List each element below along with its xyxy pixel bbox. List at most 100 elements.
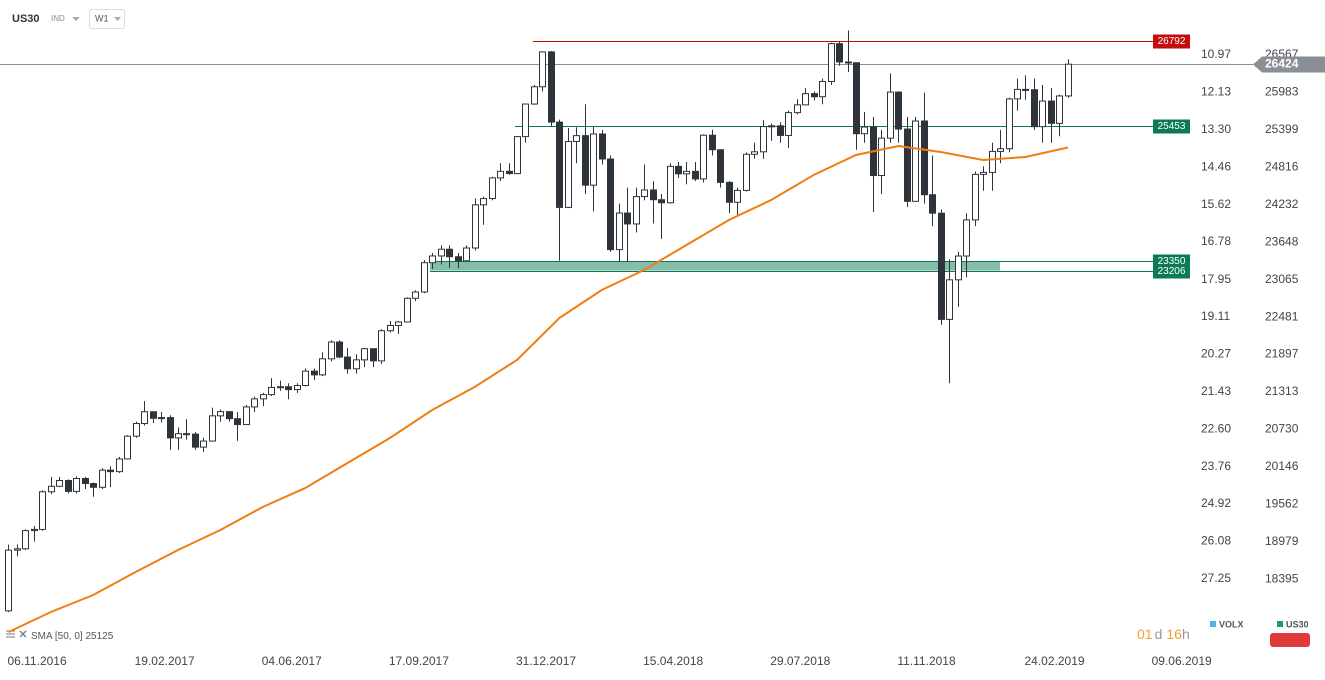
candle-body [887,91,894,139]
candle-body [395,321,402,326]
candle-body [167,417,174,439]
candle-body [404,297,411,323]
candle-body [811,93,818,98]
candle-body [133,423,140,437]
candle-body [217,411,224,417]
candle-body [480,198,487,206]
candle-body [878,137,885,177]
dropdown-arrow[interactable] [72,17,80,21]
candle-body [243,406,250,426]
level-label: 26792 [1158,36,1186,47]
candle-body [819,80,826,98]
y2-tick-label: 27.25 [1201,571,1231,585]
axes: 2656725983253992481624232236482306522481… [7,47,1298,668]
x-tick-label: 09.06.2019 [1152,654,1212,668]
indicator-params: [50, 0] [55,631,83,642]
candle-body [895,91,902,130]
candle-body [921,120,928,196]
candle-body [717,149,724,183]
candle-body [209,415,216,442]
candle-body [548,51,555,123]
dropdown-arrow[interactable] [114,17,121,21]
interval-box[interactable] [89,9,125,29]
candle-body [573,135,580,142]
candle-body [14,548,21,551]
candle-body [768,125,775,128]
candle-body [972,173,979,221]
candle-body [904,128,911,202]
candle-body [658,199,665,204]
candle-body [90,483,97,488]
candle-body [845,61,852,64]
candle-body [955,255,962,281]
close-button[interactable] [1270,633,1310,647]
y2-tick-label: 21.43 [1201,384,1231,398]
candle-body [39,491,46,530]
candle-body [328,341,335,360]
y-tick-label: 18979 [1265,534,1299,548]
candle-body [158,417,165,420]
candle-body [785,112,792,136]
countdown: 01 d 16h [1137,626,1190,642]
candle-body [938,212,945,320]
candle-body [1039,100,1046,128]
level-label: 23206 [1158,266,1186,277]
x-tick-label: 06.11.2016 [7,654,66,668]
candle-body [150,411,157,419]
candle-body [463,247,470,262]
candle-body [590,133,597,186]
candle-body [853,62,860,135]
close-icon[interactable] [19,630,27,638]
candle-body [361,348,368,361]
candle-body [5,549,12,612]
candle-body [48,485,55,493]
candle-body [82,478,89,485]
x-tick-label: 04.06.2017 [262,654,322,668]
candle-body [641,189,648,198]
candle-body [116,458,123,473]
candle-body [836,43,843,63]
y2-tick-label: 15.62 [1201,197,1231,211]
candle-body [455,256,462,262]
candle-body [777,125,784,136]
interval[interactable]: W1 [95,13,109,23]
y-tick-label: 25399 [1265,122,1299,136]
candle-body [1048,100,1055,124]
candle-body [336,341,343,358]
candle-body [997,148,1004,152]
candle-body [446,248,453,258]
candle-body [141,411,148,425]
candle-body [828,43,835,82]
candle-body [285,386,292,391]
y-tick-label: 19562 [1265,496,1299,510]
candle-body [506,170,513,175]
support-zone [430,261,1000,271]
x-tick-label: 17.09.2017 [389,654,449,668]
candle-body [743,153,750,191]
candle-body [370,348,377,362]
y2-tick-label: 14.46 [1201,159,1231,173]
countdown-days: 01 [1137,626,1153,642]
symbol: US30 [12,13,40,25]
candle-body [616,212,623,251]
indicator-label: SMA [50, 0] 25125 [31,631,114,642]
level-label-box [1153,119,1190,134]
candle-body [99,469,106,488]
candle-body [294,385,301,391]
candle-body [946,279,953,320]
candle-body [22,530,29,550]
level-label-box [1153,34,1190,49]
candle-body [429,255,436,264]
candle-body [539,51,546,88]
candle-body [794,104,801,114]
candle-body [497,170,504,179]
last-price-label: 26424 [1265,57,1299,71]
indicator-name: SMA [31,631,53,642]
candle-body [700,134,707,180]
candle-body [599,133,606,160]
market: IND [51,14,65,23]
candle-body [344,356,351,370]
indicator-legend: SMA [50, 0] 25125 [6,630,114,642]
candle-body [726,181,733,203]
